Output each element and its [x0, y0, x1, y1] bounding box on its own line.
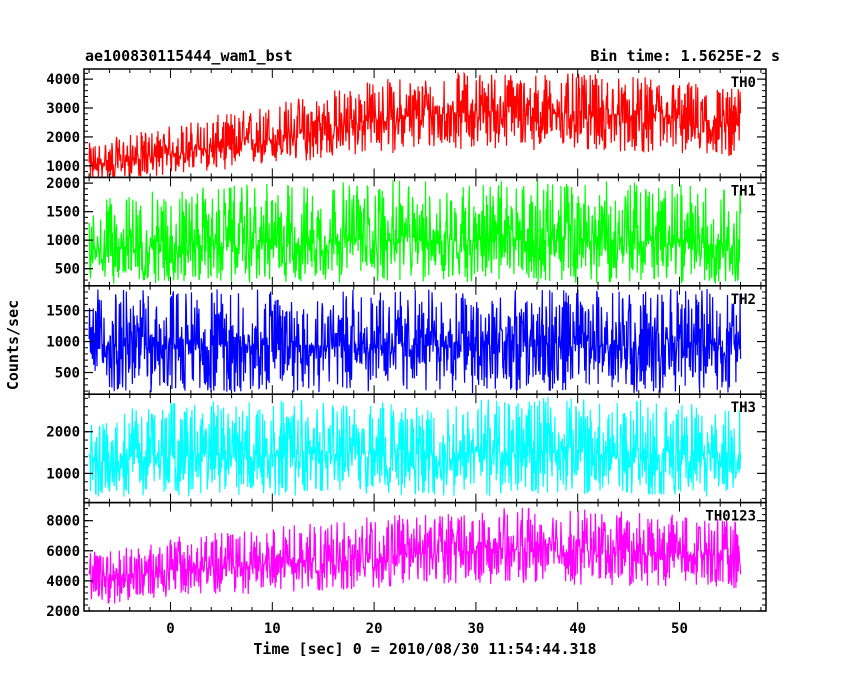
series-line-th3: [88, 397, 742, 497]
y-tick-label: 4000: [46, 574, 80, 590]
panel-label: TH0: [731, 75, 756, 91]
y-tick-label: 3000: [46, 101, 80, 117]
y-tick-label: 1000: [46, 159, 80, 175]
y-tick-label: 1500: [46, 205, 80, 221]
y-tick-label: 1000: [46, 335, 80, 351]
y-tick-label: 500: [55, 262, 80, 278]
y-tick-label: 6000: [46, 544, 80, 560]
x-tick-label: 40: [569, 621, 586, 637]
panel-label: TH0123: [705, 509, 756, 525]
x-tick-label: 10: [264, 621, 281, 637]
y-tick-label: 1000: [46, 233, 80, 249]
panel-label: TH3: [731, 400, 756, 416]
y-tick-label: 2000: [46, 176, 80, 192]
y-tick-label: 2000: [46, 604, 80, 620]
x-tick-label: 0: [166, 621, 174, 637]
x-tick-label: 50: [671, 621, 688, 637]
x-axis: 0 10 20 30 40 50: [166, 621, 688, 637]
y-tick-label: 1000: [46, 466, 80, 482]
x-axis-label: Time [sec] 0 = 2010/08/30 11:54:44.318: [253, 640, 596, 658]
chart-subtitle: Bin time: 1.5625E-2 s: [590, 47, 780, 65]
series-line-th0123: [88, 507, 742, 604]
panel-label: TH1: [731, 183, 756, 199]
panel-label: TH2: [731, 292, 756, 308]
y-tick-label: 2000: [46, 425, 80, 441]
x-tick-label: 20: [366, 621, 383, 637]
series-line-th1: [88, 180, 742, 284]
y-tick-label: 4000: [46, 72, 80, 88]
series-line-th2: [88, 288, 742, 394]
chart-title: ae100830115444_wam1_bst: [85, 47, 293, 65]
y-tick-label: 500: [55, 366, 80, 382]
y-tick-label: 2000: [46, 130, 80, 146]
y-tick-label: 8000: [46, 514, 80, 530]
panel-th0123: 2000 4000 6000 8000 TH0123: [46, 501, 767, 620]
x-tick-label: 30: [467, 621, 484, 637]
y-axis-label: Counts/sec: [4, 300, 22, 390]
panel-th1: 500 1000 1500 2000 TH1: [46, 176, 767, 287]
series-line-th0: [88, 71, 742, 179]
y-tick-label: 1500: [46, 304, 80, 320]
